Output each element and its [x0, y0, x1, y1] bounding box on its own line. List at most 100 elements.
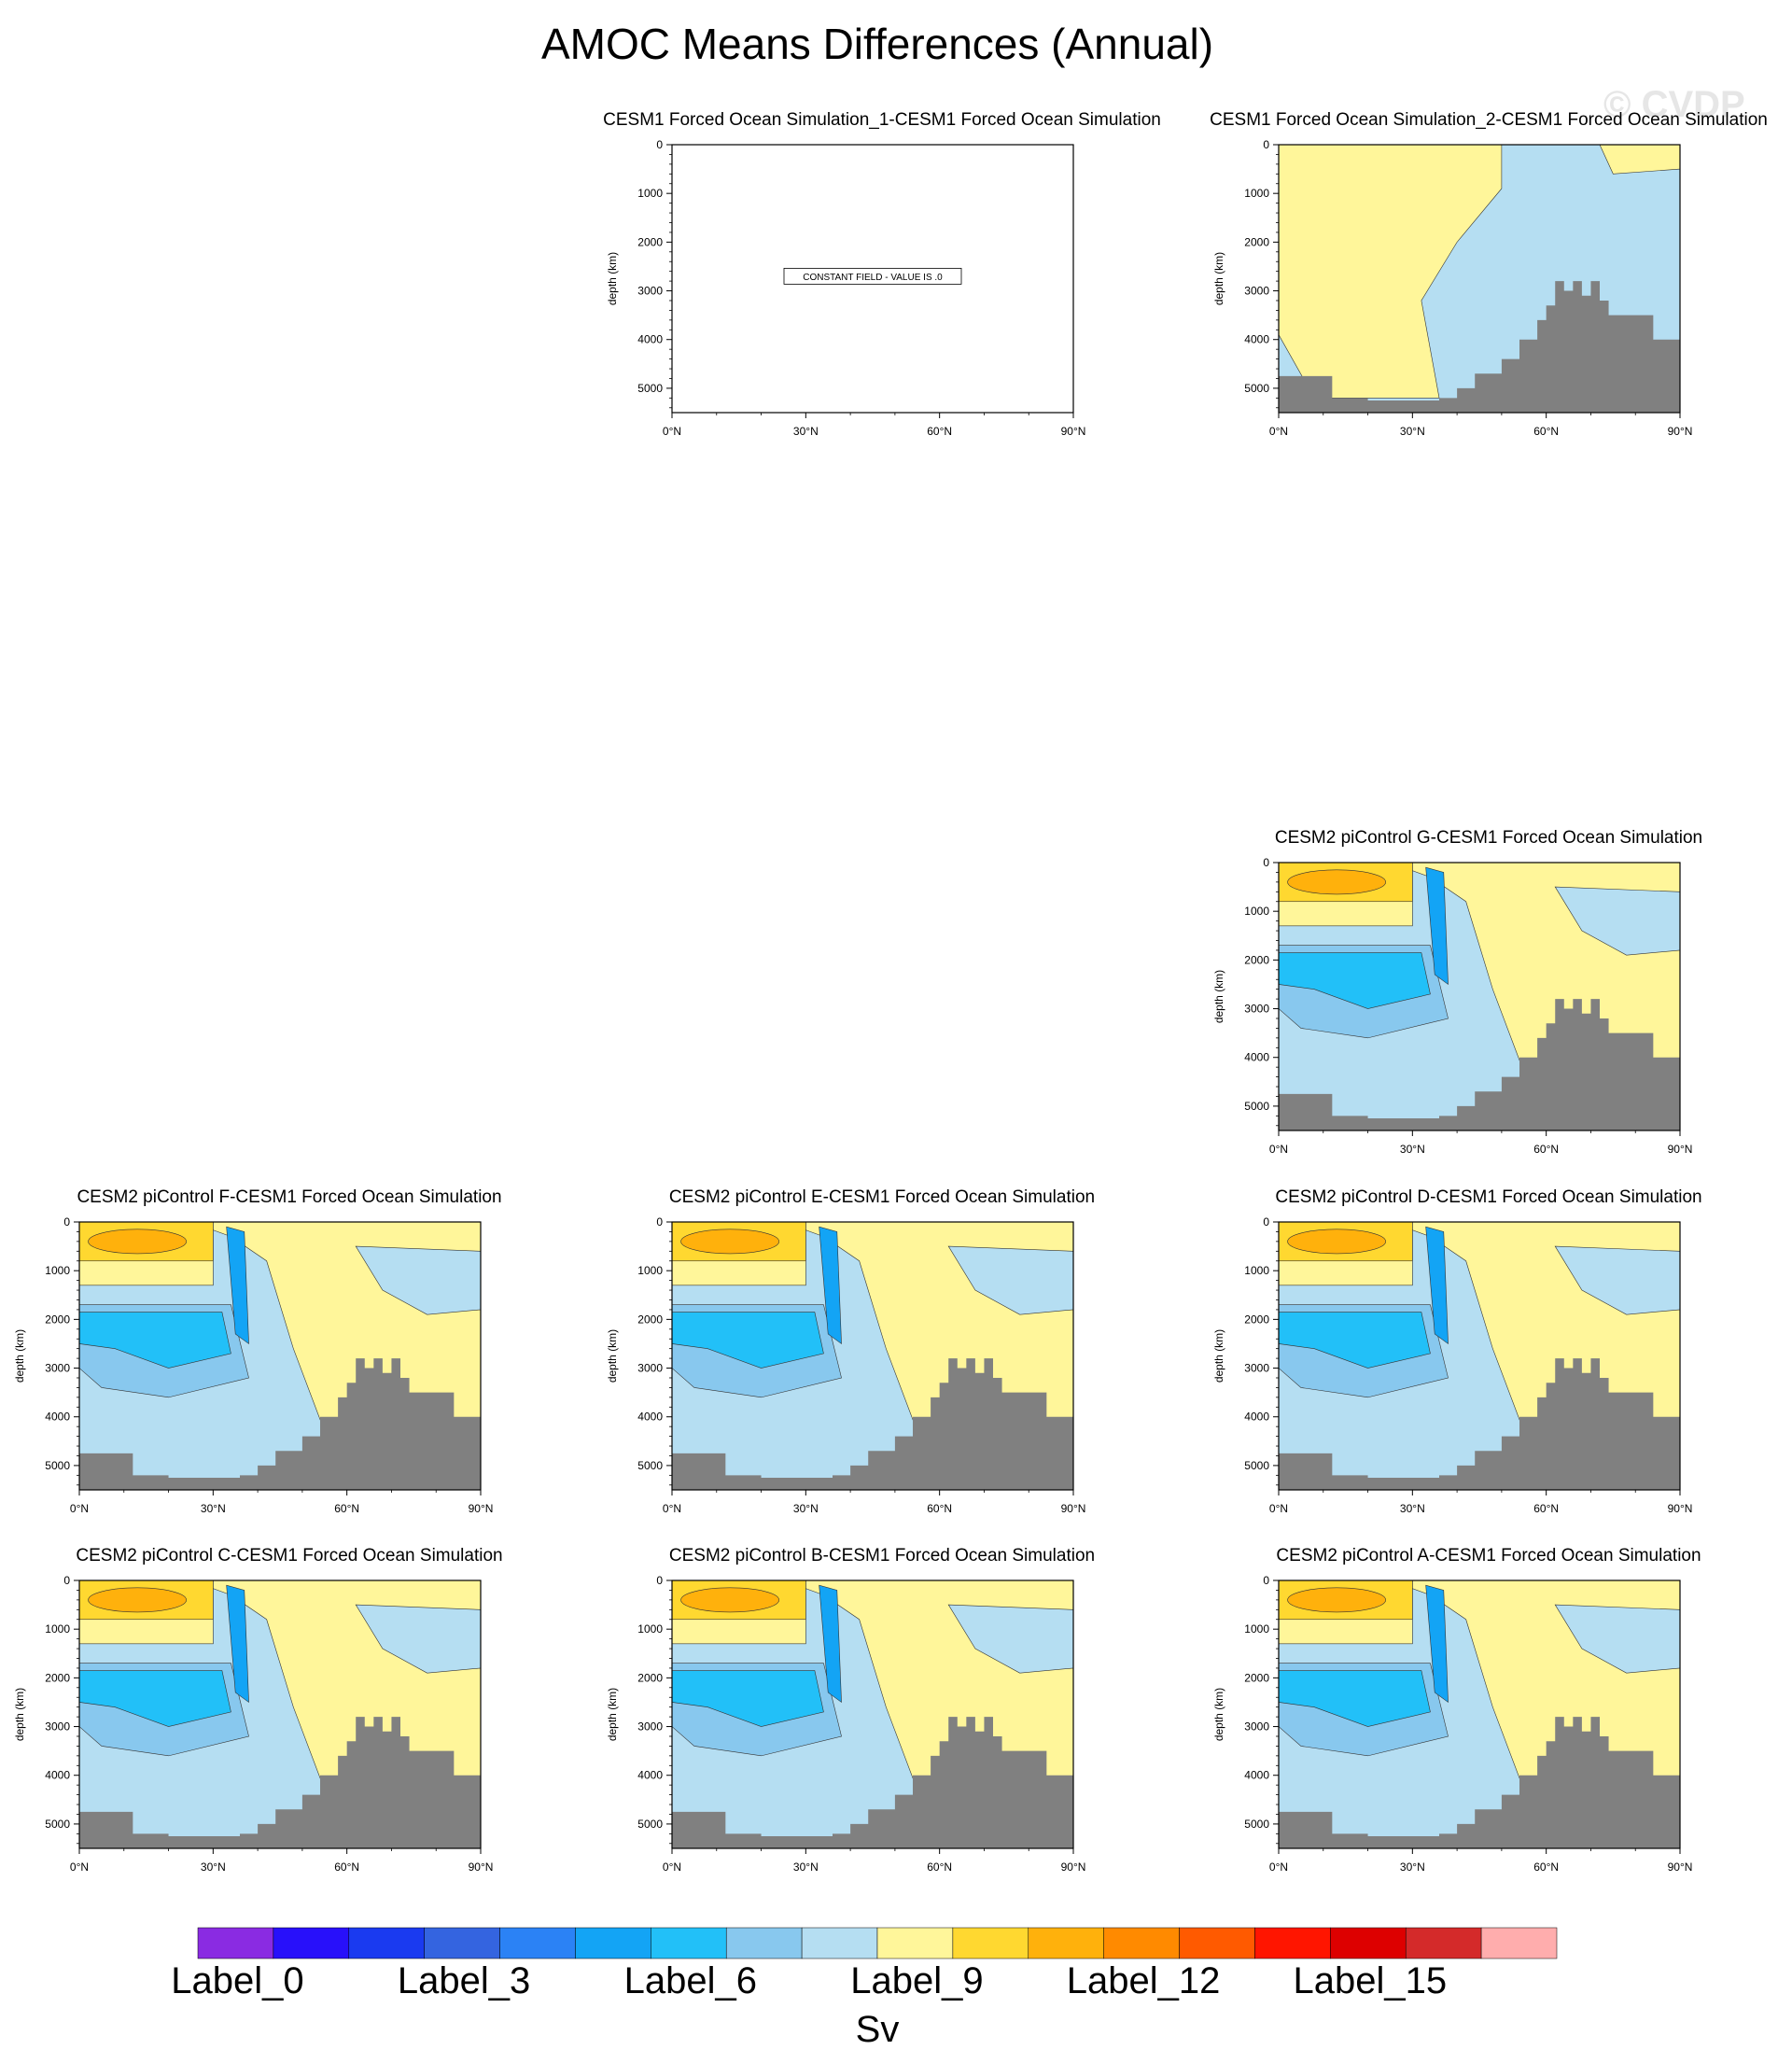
plot-A: 0 1000 2000 3000 4000 5000 0°N 30°N 60°N 90°N dept…	[1212, 1574, 1692, 1871]
y-tick-label: 3000	[1244, 285, 1269, 298]
y-tick-label: 4000	[45, 1411, 70, 1424]
y-tick-label: 0	[656, 1215, 663, 1229]
x-tick-label: 90°N	[1668, 425, 1693, 435]
y-tick-label: 5000	[1244, 1818, 1269, 1831]
contour-fill	[78, 1221, 482, 1490]
x-tick-label: 60°N	[927, 1502, 952, 1512]
colorbar-label: Label_3	[397, 1960, 531, 2001]
colorbar-swatch	[1179, 1927, 1255, 1959]
weak-negative-patch	[1554, 886, 1681, 956]
upper-cell-core	[88, 1587, 187, 1613]
x-tick-label: 90°N	[1061, 425, 1086, 435]
weak-negative-patch	[1554, 1604, 1681, 1674]
colorbar-swatch	[876, 1927, 954, 1959]
y-axis-label: depth (km)	[13, 1688, 26, 1741]
deep-water-plume	[1425, 1584, 1449, 1704]
panel-title: CESM2 piControl C-CESM1 Forced Ocean Sim…	[76, 1546, 503, 1566]
upper-cell-core	[680, 1229, 779, 1255]
axes-frame	[671, 1221, 1074, 1491]
y-tick-label: 3000	[637, 1720, 663, 1734]
panel-title: CESM2 piControl G-CESM1 Forced Ocean Sim…	[1274, 828, 1703, 848]
plot-B: 0 1000 2000 3000 4000 5000 0°N 30°N 60°N 90°N dept…	[606, 1574, 1085, 1871]
x-tick-label: 0°N	[663, 425, 681, 435]
panel-title: CESM1 Forced Ocean Simulation_1-CESM1 Fo…	[603, 110, 1161, 130]
y-tick-label: 1000	[637, 1622, 663, 1636]
bathymetry	[79, 1717, 481, 1848]
plot-G: 0 1000 2000 3000 4000 5000 0°N 30°N 60°N 90°N dept…	[1212, 856, 1692, 1153]
y-tick-label: 4000	[1244, 1769, 1269, 1782]
y-axis-label: depth (km)	[606, 1329, 619, 1383]
axes-frame	[1278, 862, 1681, 1131]
colorbar-label: Label_12	[1066, 1960, 1221, 2001]
panel-title: CESM1 Forced Ocean Simulation_2-CESM1 Fo…	[1210, 110, 1768, 130]
axes: 0 1000 2000 3000 4000 5000 0°N 30°N 60°N 90°N dept…	[13, 1574, 493, 1871]
y-tick-label: 3000	[637, 285, 663, 298]
x-tick-label: 90°N	[1668, 1143, 1693, 1153]
x-tick-label: 60°N	[1533, 1143, 1559, 1153]
y-tick-label: 5000	[637, 1459, 663, 1472]
weak-negative-patch	[947, 1604, 1074, 1674]
x-tick-label: 0°N	[663, 1502, 681, 1512]
colorbar-label: Label_6	[623, 1960, 757, 2001]
x-tick-label: 30°N	[793, 1860, 819, 1871]
upper-cell-core	[1287, 1229, 1386, 1255]
colorbar-swatch	[575, 1927, 651, 1959]
x-tick-label: 60°N	[1533, 425, 1559, 435]
y-tick-label: 2000	[637, 1671, 663, 1684]
y-axis-label: depth (km)	[1212, 970, 1225, 1023]
x-tick-label: 90°N	[469, 1502, 494, 1512]
x-tick-label: 0°N	[1269, 1502, 1288, 1512]
x-tick-label: 0°N	[1269, 1860, 1288, 1871]
panel-F: CESM2 piControl F-CESM1 Forced Ocean Sim…	[0, 1187, 579, 1514]
y-tick-label: 4000	[1244, 1051, 1269, 1064]
y-tick-label: 3000	[637, 1362, 663, 1375]
deep-water-plume	[1425, 1226, 1449, 1345]
y-tick-label: 2000	[1244, 1313, 1269, 1326]
axes: 0 1000 2000 3000 4000 5000 0°N 30°N 60°N 90°N dept…	[13, 1215, 493, 1512]
x-tick-label: 90°N	[469, 1860, 494, 1871]
deep-water-plume	[226, 1226, 249, 1345]
panel-B: CESM2 piControl B-CESM1 Forced Ocean Sim…	[593, 1546, 1171, 1873]
panel-C: CESM2 piControl C-CESM1 Forced Ocean Sim…	[0, 1546, 579, 1873]
y-tick-label: 5000	[1244, 1100, 1269, 1113]
x-tick-label: 90°N	[1061, 1502, 1086, 1512]
x-tick-label: 30°N	[1400, 1143, 1425, 1153]
bathymetry	[1279, 281, 1680, 413]
y-axis-label: depth (km)	[1212, 1688, 1225, 1741]
x-tick-label: 30°N	[793, 425, 819, 435]
weak-negative-patch	[1554, 1245, 1681, 1315]
constant-field: CONSTANT FIELD - VALUE IS .0	[783, 267, 962, 285]
y-tick-label: 2000	[1244, 1671, 1269, 1684]
colorbar-swatch	[952, 1927, 1029, 1959]
x-tick-label: 0°N	[663, 1860, 681, 1871]
panel-D: CESM2 piControl D-CESM1 Forced Ocean Sim…	[1199, 1187, 1778, 1514]
x-tick-label: 60°N	[334, 1502, 359, 1512]
y-axis-label: depth (km)	[1212, 1329, 1225, 1383]
panel-sim1: CESM1 Forced Ocean Simulation_1-CESM1 Fo…	[593, 110, 1171, 437]
panel-G: CESM2 piControl G-CESM1 Forced Ocean Sim…	[1199, 828, 1778, 1155]
axes-frame	[78, 1580, 482, 1849]
axes: 0 1000 2000 3000 4000 5000 0°N 30°N 60°N 90°N dept…	[606, 1574, 1085, 1871]
upper-cell-core	[1287, 1587, 1386, 1613]
watermark: © CVDP	[1603, 84, 1745, 125]
x-tick-label: 0°N	[1269, 425, 1288, 435]
bathymetry	[1279, 1717, 1680, 1848]
x-tick-label: 0°N	[70, 1502, 89, 1512]
colorbar-swatch	[197, 1927, 274, 1959]
y-tick-label: 1000	[637, 1264, 663, 1277]
colorbar-swatch	[725, 1927, 803, 1959]
colorbar-label: Label_9	[850, 1960, 984, 2001]
colorbar-swatch	[801, 1927, 878, 1959]
axes: 0 1000 2000 3000 4000 5000 0°N 30°N 60°N 90°N dept…	[1212, 856, 1692, 1153]
axes-frame	[78, 1221, 482, 1491]
y-tick-label: 3000	[45, 1362, 70, 1375]
upper-cell-core	[88, 1229, 187, 1255]
constant-field-box	[783, 267, 962, 285]
x-tick-label: 60°N	[927, 425, 952, 435]
deep-water-plume	[226, 1584, 249, 1704]
y-tick-label: 2000	[45, 1313, 70, 1326]
y-tick-label: 0	[1263, 1574, 1269, 1587]
y-tick-label: 4000	[637, 333, 663, 346]
y-tick-label: 1000	[1244, 187, 1269, 200]
bathymetry	[1279, 999, 1680, 1130]
